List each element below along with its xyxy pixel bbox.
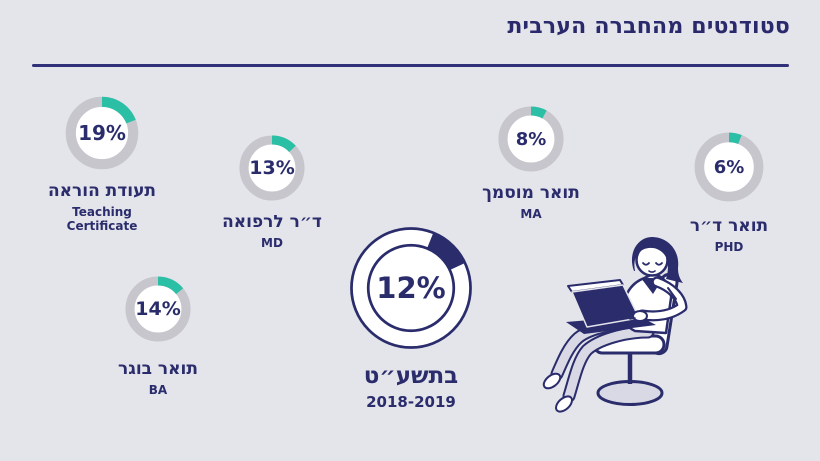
- label-english: BA: [148, 382, 168, 397]
- percent-label: 6%: [713, 156, 745, 178]
- donut-chart-teaching-certificate: 19%: [63, 94, 141, 172]
- percent-label: 8%: [515, 128, 547, 150]
- label-hebrew: תעודת הוראה: [47, 181, 157, 201]
- donut-chart-total-2019: 12%: [349, 226, 473, 350]
- donut-chart-ba: 14%: [123, 274, 193, 344]
- label-english: PHD: [714, 239, 744, 254]
- donut-chart-ma: 8%: [496, 104, 566, 174]
- donut-group-total-2019: 12% בתשע״ט 2018-2019: [339, 226, 483, 411]
- head: [631, 236, 683, 283]
- percent-label: 14%: [135, 298, 181, 320]
- donut-chart-md: 13%: [237, 133, 307, 203]
- laptop: [566, 279, 656, 334]
- label-hebrew: ד״ר לרפואה: [222, 212, 322, 232]
- label-hebrew-year: בתשע״ט: [363, 363, 459, 389]
- label-year-range: 2018-2019: [366, 393, 456, 412]
- label-hebrew: תואר מוסמך: [482, 183, 580, 203]
- donut-group-md: 13% ד״ר לרפואה MD: [212, 133, 332, 250]
- label-hebrew: תואר ד״ר: [689, 216, 769, 236]
- donut-chart-phd: 6%: [692, 130, 766, 204]
- label-english: MA: [520, 206, 542, 221]
- donut-group-teaching-certificate: 19% תעודת הוראה Teaching Certificate: [36, 94, 168, 233]
- label-english: MD: [261, 235, 283, 250]
- percent-label: 19%: [78, 121, 126, 145]
- arm: [628, 276, 688, 322]
- page-title: סטודנטים מהחברה הערבית: [507, 14, 790, 39]
- label-english: Teaching Certificate: [66, 204, 138, 233]
- percent-label: 12%: [376, 271, 446, 305]
- donut-group-ma: 8% תואר מוסמך MA: [471, 104, 591, 221]
- donut-group-phd: 6% תואר ד״ר PHD: [667, 130, 791, 254]
- title-divider-line: [32, 64, 789, 67]
- label-hebrew: תואר בוגר: [117, 359, 198, 379]
- woman-laptop-illustration: [542, 236, 688, 413]
- percent-label: 13%: [249, 157, 295, 179]
- donut-group-ba: 14% תואר בוגר BA: [98, 274, 218, 397]
